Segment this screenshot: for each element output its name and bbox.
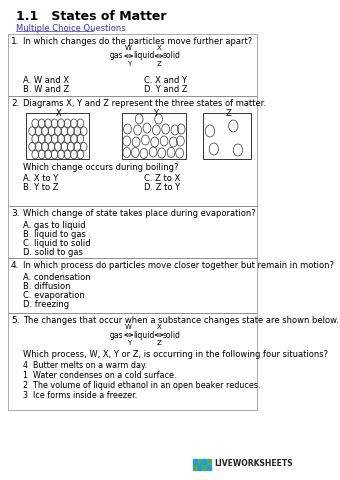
Bar <box>203 113 251 159</box>
Bar <box>122 113 186 159</box>
Text: X: X <box>157 45 162 51</box>
Bar <box>8 313 257 410</box>
Text: C. evaporation: C. evaporation <box>23 291 85 300</box>
Text: X: X <box>55 109 61 118</box>
Text: Diagrams X, Y and Z represent the three states of matter.: Diagrams X, Y and Z represent the three … <box>23 99 267 108</box>
Bar <box>198 459 201 464</box>
Bar <box>193 459 197 464</box>
Text: The changes that occur when a substance changes state are shown below.: The changes that occur when a substance … <box>23 316 339 325</box>
Bar <box>207 465 211 470</box>
Text: 2.: 2. <box>11 99 19 108</box>
Text: gas: gas <box>109 51 123 60</box>
Text: 4.: 4. <box>11 261 19 270</box>
Text: 3  Ice forms inside a freezer.: 3 Ice forms inside a freezer. <box>23 391 138 400</box>
Text: Y: Y <box>126 340 131 346</box>
Text: A. X to Y: A. X to Y <box>23 174 58 183</box>
Text: liquid: liquid <box>133 51 155 60</box>
Bar <box>8 206 257 258</box>
Text: C. X and Y: C. X and Y <box>144 76 187 85</box>
Text: liquid: liquid <box>133 331 155 339</box>
Text: 1  Water condenses on a cold surface.: 1 Water condenses on a cold surface. <box>23 371 177 380</box>
Text: LIVEWORKSHEETS: LIVEWORKSHEETS <box>215 459 293 468</box>
Text: In which process do particles move closer together but remain in motion?: In which process do particles move close… <box>23 261 334 270</box>
Text: D. solid to gas: D. solid to gas <box>23 248 83 257</box>
Text: solid: solid <box>163 51 181 60</box>
Text: B. W and Z: B. W and Z <box>23 85 70 94</box>
Text: W: W <box>125 324 132 330</box>
Text: 1.: 1. <box>11 37 19 46</box>
Text: B. liquid to gas: B. liquid to gas <box>23 230 86 239</box>
Bar <box>8 34 257 96</box>
Bar <box>202 465 206 470</box>
Text: B. diffusion: B. diffusion <box>23 282 71 291</box>
Text: A. gas to liquid: A. gas to liquid <box>23 221 86 230</box>
Text: D. Z to Y: D. Z to Y <box>144 183 180 192</box>
Bar <box>207 459 211 464</box>
Text: D. freezing: D. freezing <box>23 300 69 309</box>
Bar <box>8 258 257 313</box>
Text: 1.1   States of Matter: 1.1 States of Matter <box>16 10 166 23</box>
Text: D. Y and Z: D. Y and Z <box>144 85 187 94</box>
Text: Multiple Choice Questions: Multiple Choice Questions <box>16 24 125 33</box>
Text: Y: Y <box>126 61 131 67</box>
Text: gas: gas <box>109 331 123 339</box>
Bar <box>198 465 201 470</box>
Text: A. W and X: A. W and X <box>23 76 69 85</box>
Bar <box>193 465 197 470</box>
Bar <box>26 113 89 159</box>
Text: 4  Butter melts on a warm day.: 4 Butter melts on a warm day. <box>23 361 148 370</box>
Text: 3.: 3. <box>11 209 19 218</box>
Text: Z: Z <box>157 340 162 346</box>
Text: Z: Z <box>226 109 232 118</box>
Bar <box>8 96 257 206</box>
Text: Y: Y <box>153 109 158 118</box>
Text: A. condensation: A. condensation <box>23 273 91 282</box>
Text: 5.: 5. <box>11 316 19 325</box>
Text: Which change occurs during boiling?: Which change occurs during boiling? <box>23 163 179 172</box>
Text: In which changes do the particles move further apart?: In which changes do the particles move f… <box>23 37 253 46</box>
Text: W: W <box>125 45 132 51</box>
Text: Which process, W, X, Y or Z, is occurring in the following four situations?: Which process, W, X, Y or Z, is occurrin… <box>23 350 328 359</box>
Text: B. Y to Z: B. Y to Z <box>23 183 59 192</box>
Bar <box>202 459 206 464</box>
Text: solid: solid <box>163 331 181 339</box>
Text: 2  The volume of liquid ethanol in an open beaker reduces.: 2 The volume of liquid ethanol in an ope… <box>23 381 261 390</box>
Text: C. Z to X: C. Z to X <box>144 174 180 183</box>
Text: Which change of state takes place during evaporation?: Which change of state takes place during… <box>23 209 256 218</box>
Text: C. liquid to solid: C. liquid to solid <box>23 239 91 248</box>
Text: Z: Z <box>157 61 162 67</box>
Text: X: X <box>157 324 162 330</box>
